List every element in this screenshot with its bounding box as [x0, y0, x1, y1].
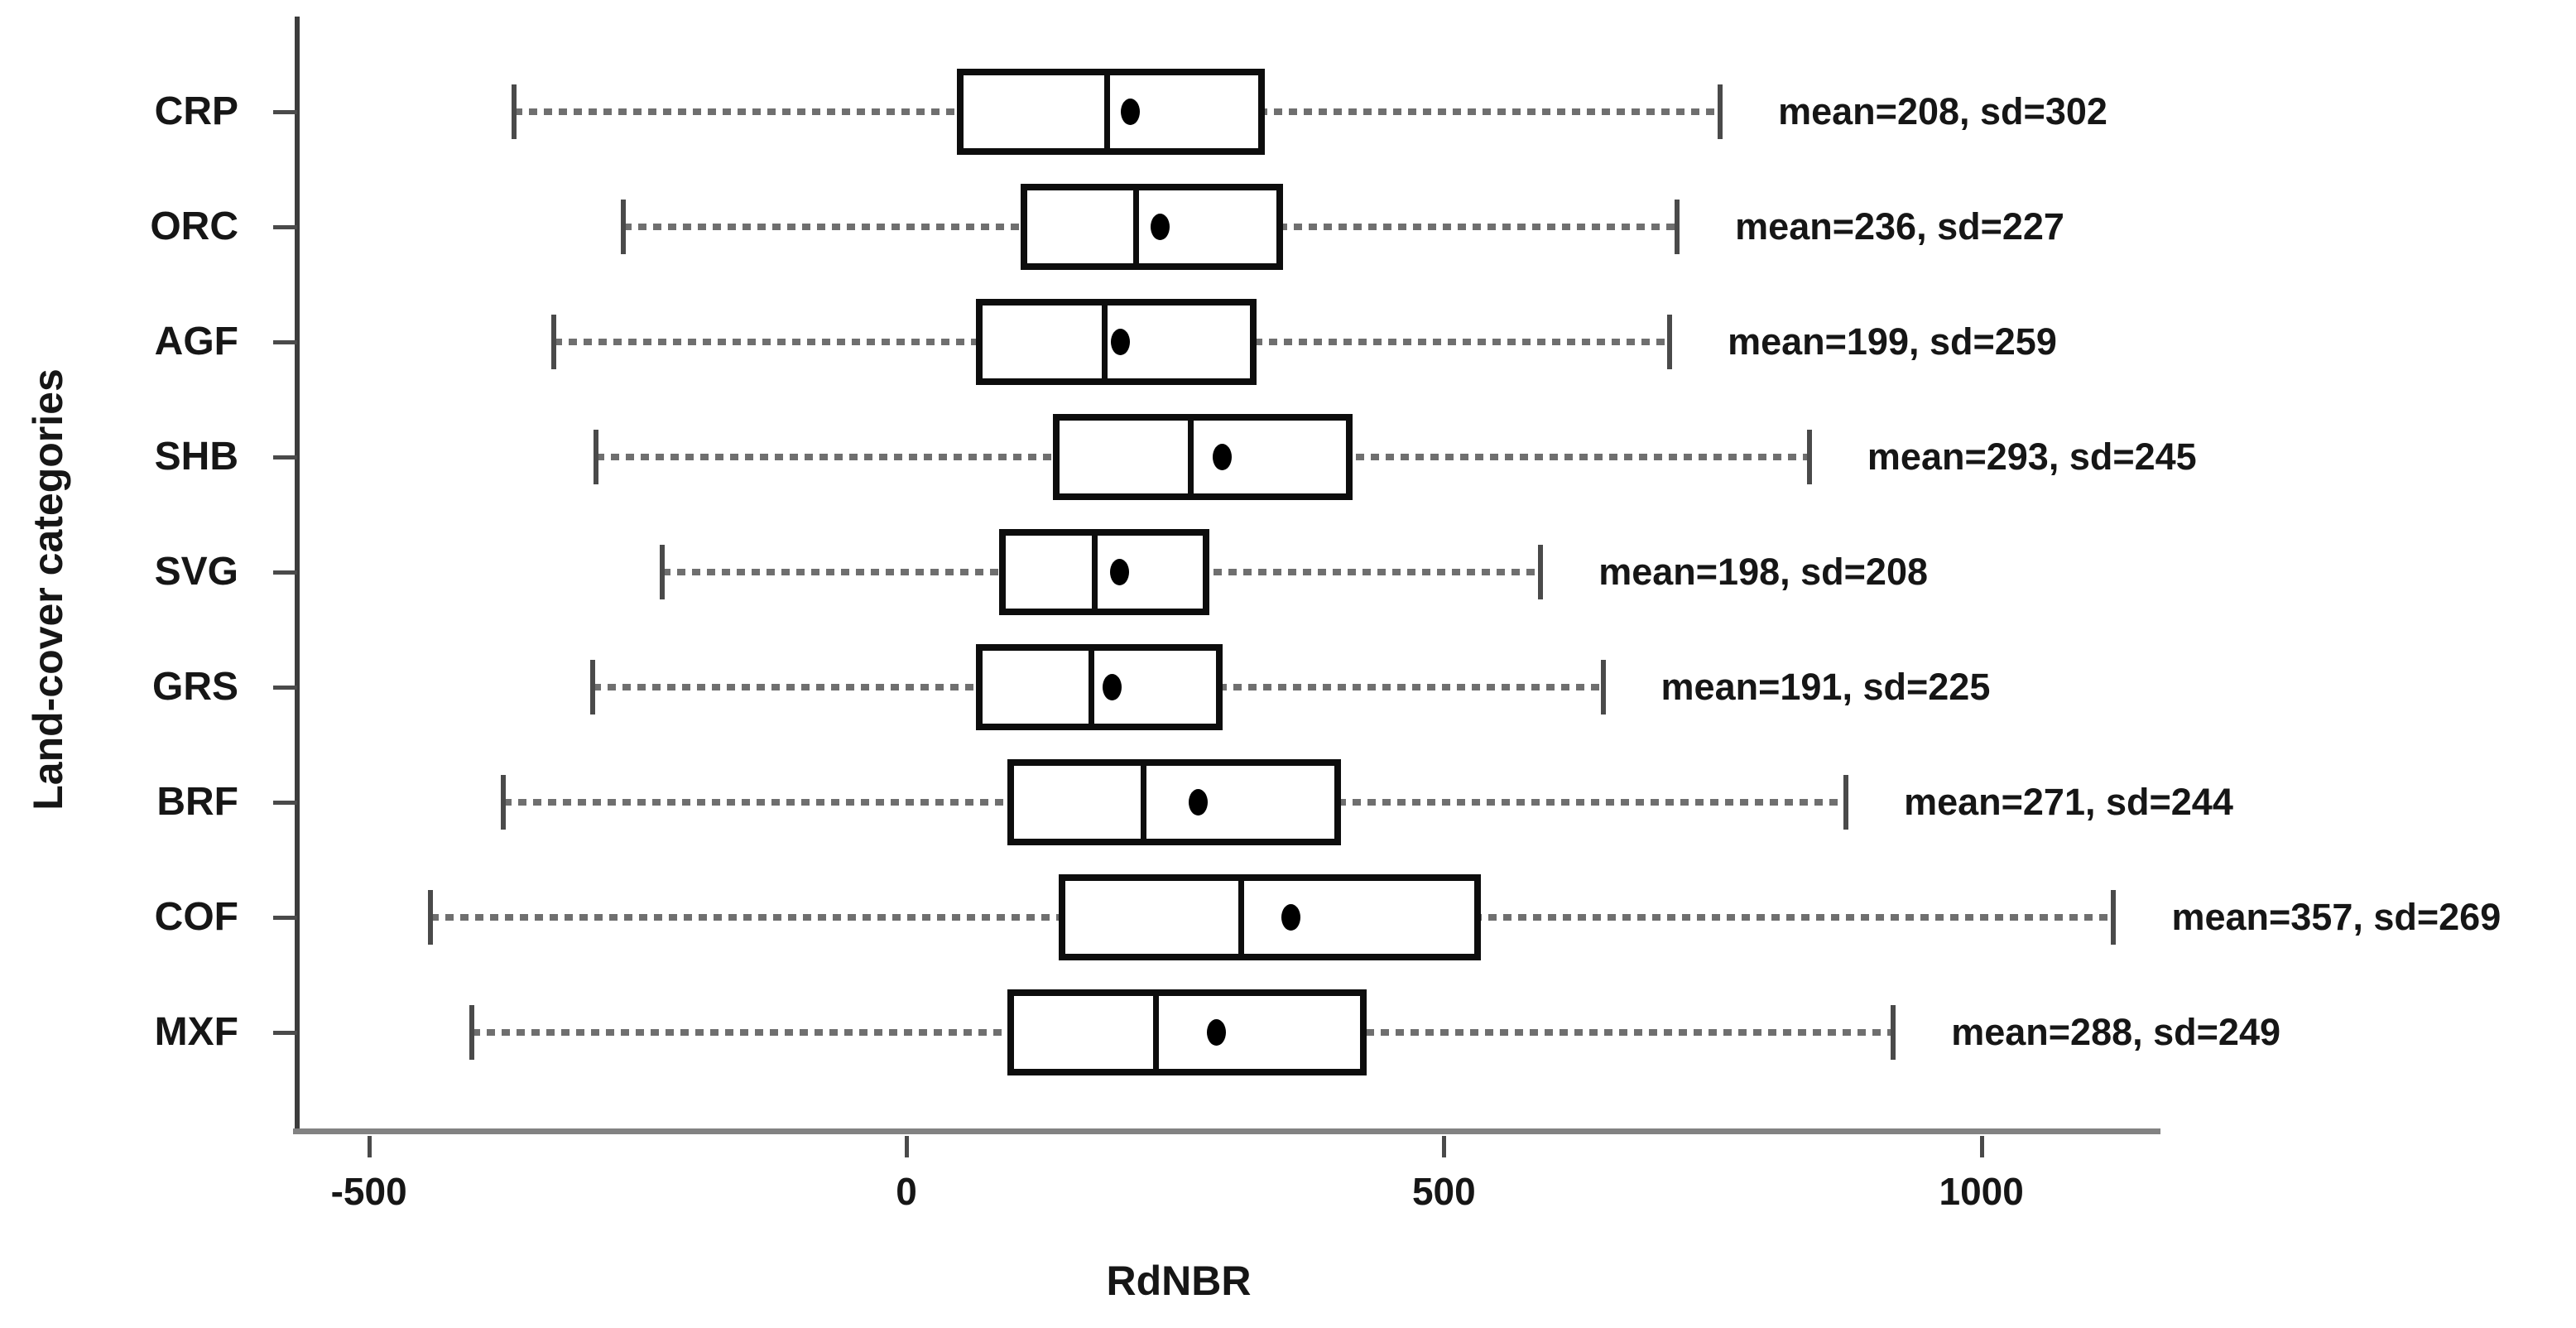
whisker-cap-high	[1718, 84, 1723, 139]
category-tick	[273, 570, 297, 575]
x-axis-title: RdNBR	[1106, 1258, 1252, 1304]
median-line	[1103, 72, 1110, 152]
annotation-label: mean=191, sd=225	[1660, 666, 1991, 708]
category-label: MXF	[154, 1010, 238, 1054]
whisker-cap-high	[1891, 1005, 1896, 1060]
box	[998, 529, 1210, 615]
whisker-cap-low	[511, 84, 517, 139]
category-label: SHB	[154, 435, 238, 479]
median-line	[1092, 532, 1098, 612]
whisker-cap-low	[589, 660, 595, 715]
box	[1052, 414, 1353, 500]
annotation-label: mean=271, sd=244	[1904, 781, 2233, 823]
median-line	[1132, 187, 1139, 267]
y-axis-line	[295, 17, 300, 1134]
whisker-cap-low	[660, 545, 666, 599]
x-tick-label: 0	[896, 1170, 917, 1213]
x-tick-label: -500	[330, 1170, 407, 1213]
whisker-cap-high	[2111, 890, 2117, 945]
whisker-cap-high	[1667, 315, 1673, 369]
whisker-cap-low	[427, 890, 433, 945]
whisker-cap-low	[551, 315, 557, 369]
median-line	[1153, 993, 1160, 1072]
x-tick	[1442, 1136, 1447, 1157]
category-tick	[273, 110, 297, 114]
x-tick	[367, 1136, 372, 1157]
whisker-cap-high	[1843, 775, 1849, 830]
category-label: CRP	[154, 89, 238, 133]
annotation-label: mean=236, sd=227	[1735, 205, 2064, 248]
category-label: BRF	[156, 780, 238, 824]
whisker-cap-low	[469, 1005, 475, 1060]
mean-dot	[1151, 214, 1170, 240]
mean-dot	[1188, 789, 1208, 816]
median-line	[1140, 763, 1146, 842]
mean-dot	[1110, 559, 1130, 585]
category-label: ORC	[150, 204, 238, 248]
annotation-label: mean=208, sd=302	[1778, 90, 2107, 132]
category-tick	[273, 455, 297, 460]
median-line	[1089, 647, 1095, 727]
median-line	[1238, 878, 1244, 957]
median-line	[1101, 302, 1108, 382]
mean-dot	[1121, 99, 1141, 125]
category-tick	[273, 916, 297, 920]
whisker-cap-high	[1675, 200, 1680, 254]
whisker-cap-low	[593, 430, 598, 484]
box	[956, 69, 1265, 155]
annotation-label: mean=293, sd=245	[1867, 435, 2197, 478]
whisker-cap-high	[1600, 660, 1606, 715]
mean-dot	[1207, 1019, 1227, 1046]
whisker-cap-high	[1538, 545, 1544, 599]
x-tick	[905, 1136, 909, 1157]
x-tick-label: 500	[1411, 1170, 1476, 1213]
category-label: COF	[154, 895, 238, 939]
annotation-label: mean=199, sd=259	[1728, 320, 2057, 363]
category-tick	[273, 686, 297, 690]
annotation-label: mean=288, sd=249	[1951, 1011, 2280, 1053]
box	[1007, 989, 1367, 1075]
x-axis-line	[293, 1128, 2160, 1134]
x-tick	[1979, 1136, 1984, 1157]
whisker-cap-high	[1806, 430, 1812, 484]
mean-dot	[1111, 329, 1131, 355]
category-label: AGF	[154, 320, 238, 363]
mean-dot	[1281, 904, 1300, 931]
box	[1007, 759, 1341, 845]
annotation-label: mean=198, sd=208	[1598, 551, 1929, 593]
category-tick	[273, 225, 297, 229]
box	[976, 644, 1223, 730]
mean-dot	[1212, 444, 1232, 470]
category-label: GRS	[151, 665, 238, 709]
whisker-cap-low	[621, 200, 627, 254]
annotation-label: mean=357, sd=269	[2171, 896, 2502, 938]
median-line	[1187, 417, 1194, 497]
box	[1059, 874, 1481, 960]
x-tick-label: 1000	[1939, 1170, 2024, 1213]
category-tick	[273, 1031, 297, 1035]
mean-dot	[1103, 674, 1122, 700]
whisker-cap-low	[500, 775, 506, 830]
category-label: SVG	[154, 550, 238, 594]
category-tick	[273, 801, 297, 805]
category-tick	[273, 340, 297, 344]
